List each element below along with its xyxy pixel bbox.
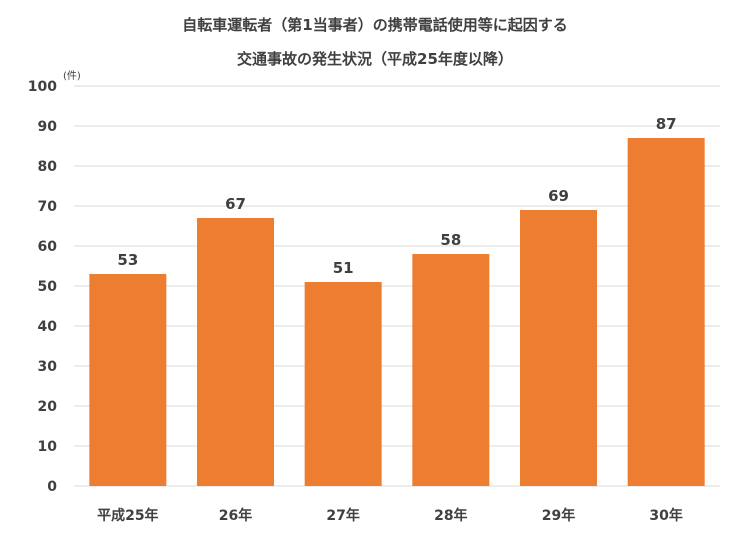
y-tick-label: 0: [47, 479, 57, 495]
bar: [304, 282, 382, 486]
data-label: 87: [656, 115, 677, 133]
y-axis-unit-label: (件): [63, 70, 81, 82]
y-axis-ticks: 0 10 20 30 40 50 60 70 80 90 100: [28, 79, 57, 495]
x-tick-label: 29年: [542, 507, 575, 524]
data-label: 69: [548, 187, 569, 205]
y-tick-label: 90: [38, 119, 58, 135]
x-tick-label: 27年: [326, 507, 359, 524]
bar: [412, 254, 490, 486]
data-label: 58: [440, 231, 461, 249]
bar: [520, 210, 597, 486]
data-label: 53: [117, 251, 138, 269]
chart-title: 自転車運転者（第1当事者）の携帯電話使用等に起因する 交通事故の発生状況（平成2…: [182, 16, 567, 68]
chart-title-line-2: 交通事故の発生状況（平成25年度以降）: [237, 50, 513, 68]
bar: [197, 218, 274, 486]
y-tick-label: 10: [38, 439, 58, 455]
y-tick-label: 50: [38, 279, 58, 295]
y-tick-label: 40: [38, 319, 58, 335]
chart-title-line-1: 自転車運転者（第1当事者）の携帯電話使用等に起因する: [182, 16, 567, 34]
y-tick-label: 20: [38, 399, 58, 415]
x-axis-ticks: 平成25年 26年 27年 28年 29年 30年: [97, 507, 683, 524]
x-tick-label: 平成25年: [97, 507, 158, 524]
y-tick-label: 80: [38, 159, 58, 175]
x-tick-label: 28年: [434, 507, 467, 524]
data-label: 67: [225, 195, 246, 213]
y-tick-label: 100: [28, 79, 57, 95]
y-tick-label: 70: [38, 199, 58, 215]
bar: [89, 274, 167, 486]
y-tick-label: 30: [38, 359, 58, 375]
y-tick-label: 60: [38, 239, 58, 255]
bar: [627, 138, 705, 486]
x-tick-label: 26年: [219, 507, 252, 524]
bars: [89, 138, 705, 486]
data-label: 51: [333, 259, 354, 277]
x-tick-label: 30年: [649, 507, 682, 524]
data-labels: 53 67 51 58 69 87: [117, 115, 676, 277]
gridlines: [74, 85, 720, 487]
